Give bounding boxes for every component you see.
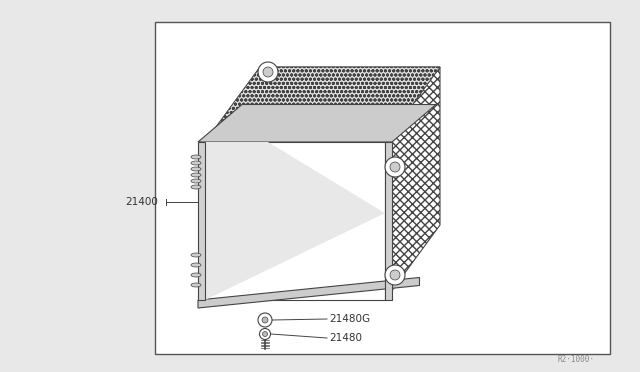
Polygon shape xyxy=(205,142,385,300)
Circle shape xyxy=(258,62,278,82)
Ellipse shape xyxy=(191,283,201,287)
Circle shape xyxy=(263,67,273,77)
Polygon shape xyxy=(205,142,385,300)
Polygon shape xyxy=(198,105,436,142)
Ellipse shape xyxy=(191,173,201,177)
Circle shape xyxy=(259,328,271,340)
Ellipse shape xyxy=(191,253,201,257)
Circle shape xyxy=(262,317,268,323)
Ellipse shape xyxy=(191,185,201,189)
Polygon shape xyxy=(385,142,392,300)
Text: 21480: 21480 xyxy=(329,333,362,343)
Ellipse shape xyxy=(191,155,201,159)
Text: 21480G: 21480G xyxy=(329,314,370,324)
Ellipse shape xyxy=(191,179,201,183)
Circle shape xyxy=(385,157,405,177)
Polygon shape xyxy=(198,142,205,300)
Polygon shape xyxy=(205,67,440,142)
Circle shape xyxy=(390,162,400,172)
Polygon shape xyxy=(198,278,419,308)
Bar xyxy=(155,22,610,354)
Polygon shape xyxy=(205,67,440,142)
Circle shape xyxy=(258,313,272,327)
Text: 21400: 21400 xyxy=(125,197,158,207)
Ellipse shape xyxy=(191,263,201,267)
Circle shape xyxy=(390,270,400,280)
Circle shape xyxy=(262,331,268,337)
Ellipse shape xyxy=(191,273,201,277)
Circle shape xyxy=(385,265,405,285)
Polygon shape xyxy=(385,67,440,300)
Ellipse shape xyxy=(191,167,201,171)
Ellipse shape xyxy=(191,161,201,165)
Text: R2·1000·: R2·1000· xyxy=(558,355,595,364)
